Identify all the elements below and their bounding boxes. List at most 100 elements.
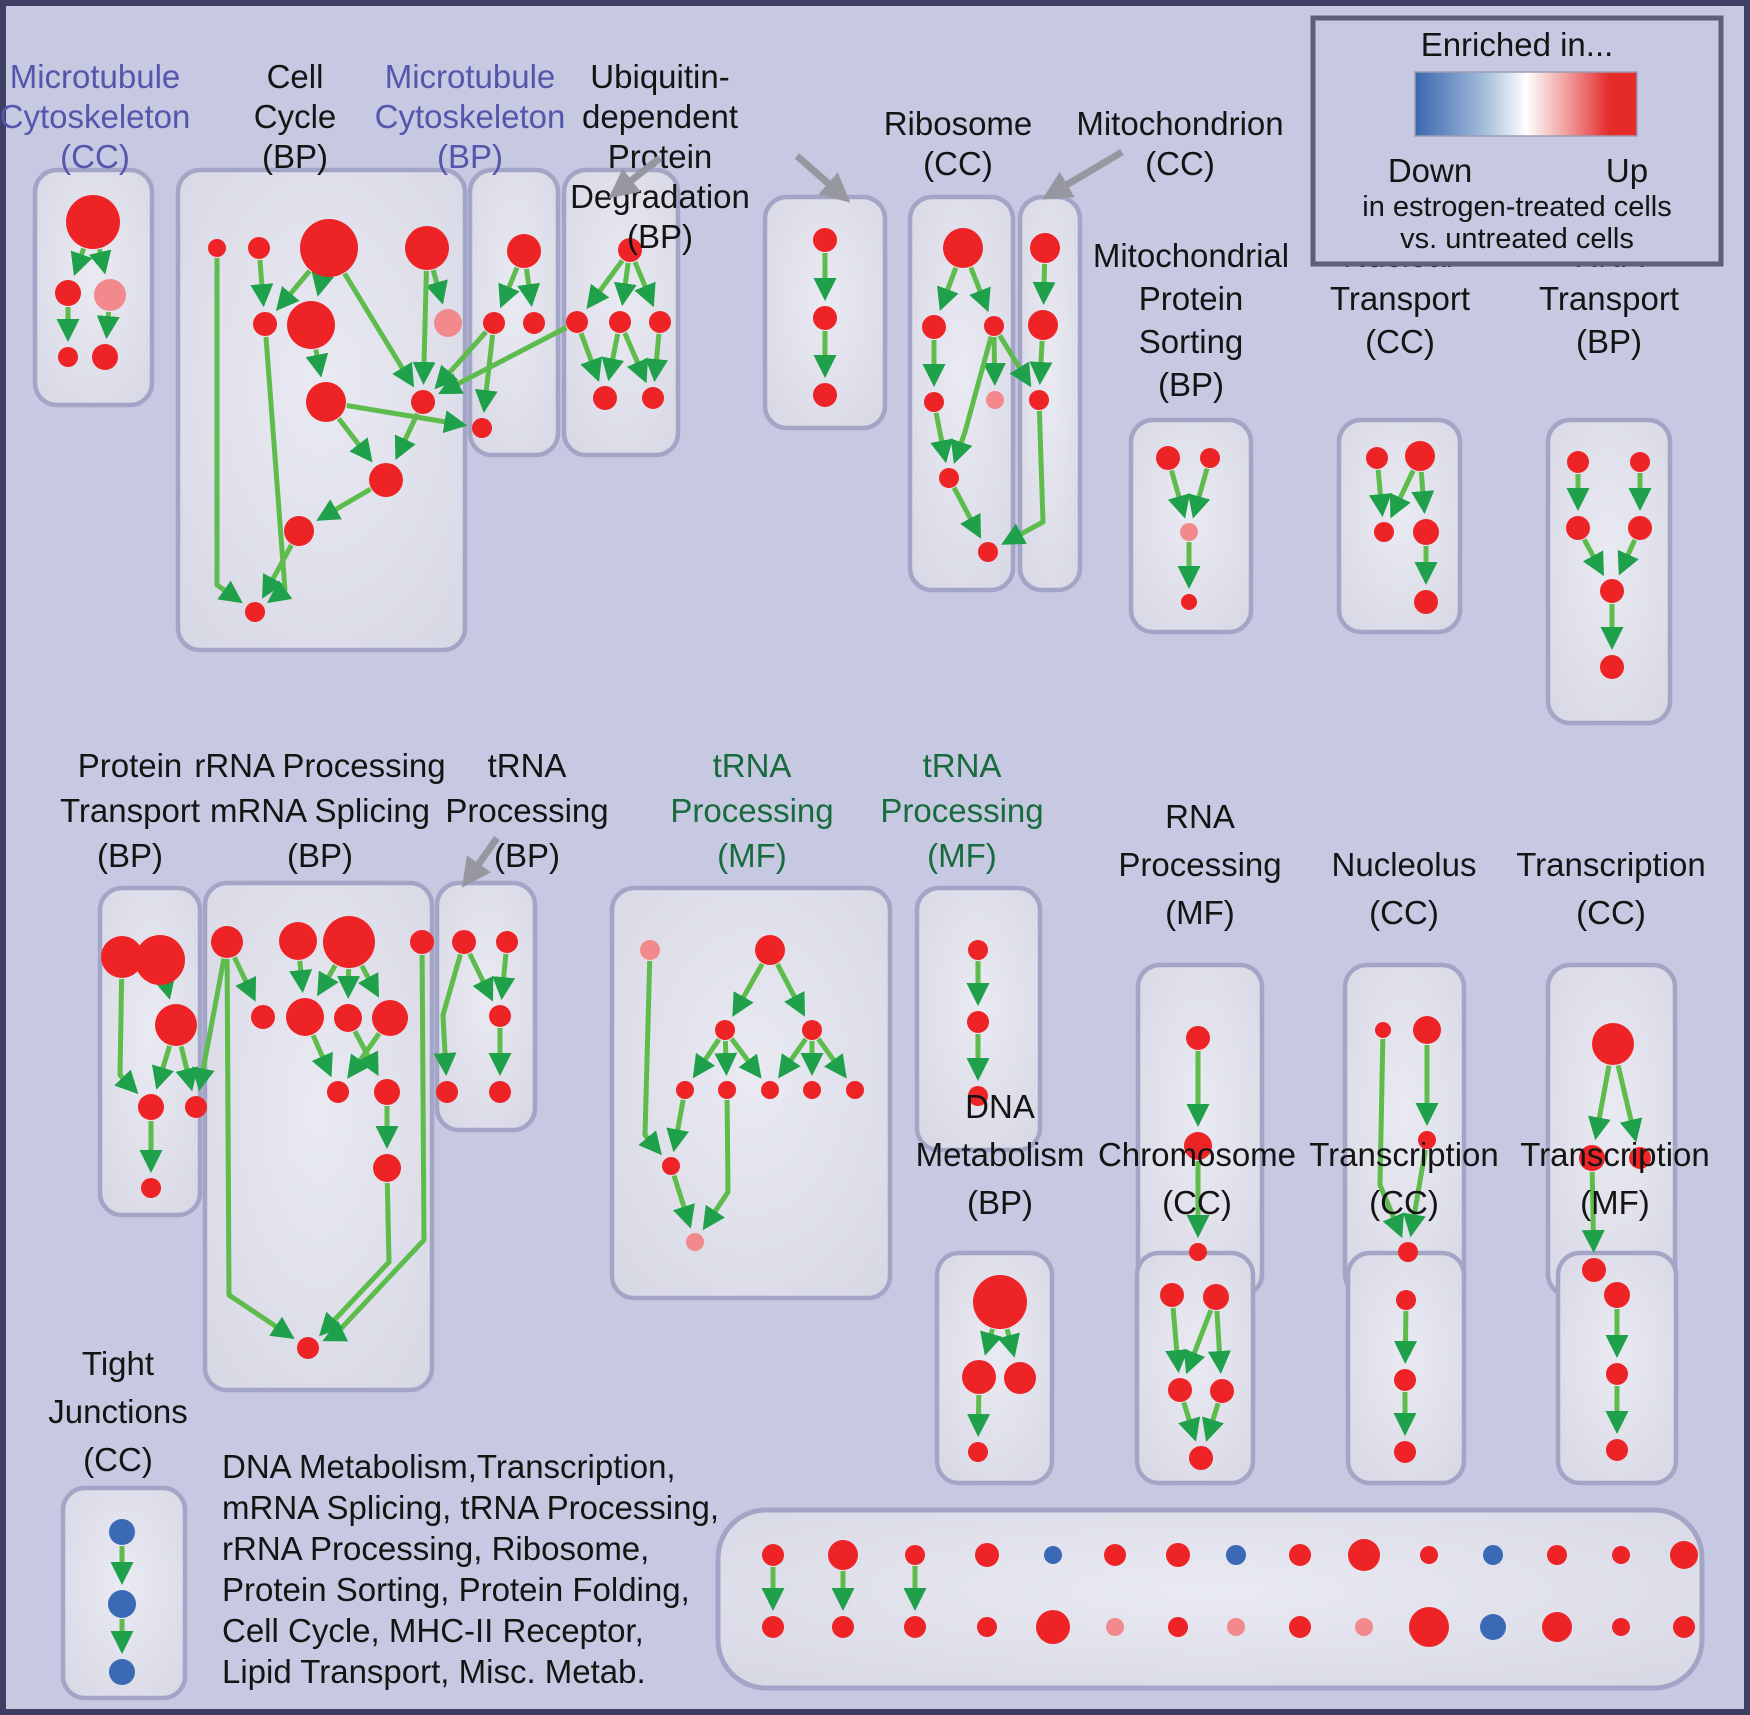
gene-node-rrna-R1 [211,926,243,958]
gene-node-trnabp-T1 [452,930,476,954]
edge-ribosome-6 [951,486,981,539]
gene-node-transcc3-n2 [1394,1369,1416,1391]
misc-grid-node-bottom-8 [1289,1616,1311,1638]
gene-node-trnamf_big-T [755,935,785,965]
gene-node-chromosome-tr [1203,1284,1229,1310]
gene-node-trnabp-M [489,1005,511,1027]
misc-grid-node-top-1 [828,1540,858,1570]
cluster-label-rnaproc-line1: Processing [1118,846,1281,883]
gene-node-transmf-n1 [1604,1282,1630,1308]
cluster-label-rnatr-line1: Transport [1539,280,1679,317]
gene-node-ub2-n3 [813,383,837,407]
edge-cross-1 [434,330,488,390]
label-pointer-arrow-1 [794,153,851,203]
misc-grid-node-bottom-1 [832,1616,854,1638]
gene-node-cell_cycle-pk [434,309,462,337]
gene-node-rrna-R2 [279,922,317,960]
cluster-label-protr-line2: (BP) [97,837,163,874]
gene-node-tightj-n3 [109,1659,135,1685]
cluster-label-mito-line0: Mitochondrion [1076,105,1283,142]
gene-node-cell_cycle-m1 [253,312,277,336]
gene-node-rrna-Rm4 [372,1000,408,1036]
gene-node-ub-m2 [609,311,631,333]
cluster-label-trnabp-line0: tRNA [488,747,567,784]
misc-grid-node-top-9 [1348,1539,1380,1571]
edge-chromosome-2 [1207,1310,1231,1374]
gene-node-mitosort-b [1200,448,1220,468]
gene-node-dnamet-ml [962,1360,996,1394]
misc-grid-node-bottom-7 [1227,1618,1245,1636]
legend-subtitle-2: vs. untreated cells [1400,223,1634,255]
gene-node-trnamf_big-P [640,940,660,960]
gene-node-nucleolus-tl [1375,1022,1391,1038]
gene-node-mito-M [1028,310,1058,340]
edge-trnabp-1 [492,953,516,1001]
gene-node-rnatr-b [1600,655,1624,679]
cluster-label-mitosort-line1: Protein [1139,280,1244,317]
cluster-label-dnamet-line1: Metabolism [916,1136,1085,1173]
gene-node-cell_cycle-t3 [300,219,358,277]
edge-trnamf_big-4 [729,1037,762,1079]
gene-node-rnatr-tr [1630,452,1650,472]
gene-node-tightj-n1 [109,1519,135,1545]
gene-node-mitosort-c [1181,594,1197,610]
misc-grid-node-bottom-10 [1409,1607,1449,1647]
gene-node-nucleolus-tr [1413,1016,1441,1044]
gene-node-trnamf_big-LM [662,1157,680,1175]
gene-node-trnamf_small-n1 [968,940,988,960]
gene-node-protr-M [155,1004,197,1046]
layer-labels: MicrotubuleCytoskeleton(CC)CellCycle(BP)… [0,58,1710,1478]
gene-node-ribosome-T [943,228,983,268]
gene-node-rrna-Rd [373,1154,401,1182]
gene-node-transmf-n3 [1606,1439,1628,1461]
layer-nodes [55,195,1652,1685]
edge-chromosome-3 [1178,1401,1201,1442]
edge-trnabp-0 [467,952,494,1002]
gene-node-rnaproc-n2 [1184,1132,1212,1160]
gene-node-trnabp-T2 [496,931,518,953]
cluster-label-cell_cycle-line1: Cycle [254,98,337,135]
gene-node-ribosome-ml [922,315,946,339]
cluster-label-ribosome-line0: Ribosome [884,105,1033,142]
edge-trnamf_big-0 [732,962,765,1017]
misc-clusters-text-line5: Lipid Transport, Misc. Metab. [222,1653,646,1690]
gene-node-rnatr-c [1600,579,1624,603]
misc-grid-node-top-11 [1483,1545,1503,1565]
gene-node-ub2-n1 [813,228,837,252]
gene-node-rnatr-mr [1628,516,1652,540]
gene-node-chromosome-b [1189,1446,1213,1470]
gene-node-cell_cycle-t1 [208,239,226,257]
gene-node-mt_bp-M1 [483,312,505,334]
misc-grid-box [715,1507,1705,1691]
legend-up-label: Up [1606,152,1648,189]
cluster-label-mitosort-line3: (BP) [1158,366,1224,403]
gene-node-cell_cycle-q1 [284,516,314,546]
cluster-box-rrna [202,880,435,1393]
gene-node-ub-m1 [566,311,588,333]
misc-grid-node-top-13 [1612,1546,1630,1564]
edge-cell_cycle-4 [342,272,415,388]
gene-node-nucleolus-b [1398,1242,1418,1262]
edge-rrna-7 [352,1030,379,1077]
misc-clusters-text-line1: mRNA Splicing, tRNA Processing, [222,1489,719,1526]
edge-mt_cc-1 [88,248,112,275]
gene-node-nucltr-ml [1374,522,1394,542]
misc-grid-node-top-10 [1420,1546,1438,1564]
cluster-label-rrna-line0: rRNA Processing [194,747,445,784]
gene-node-ub-m3 [649,311,671,333]
edge-rrna-4 [358,964,380,998]
gene-node-trnamf_big-ML [715,1020,735,1040]
misc-grid-node-top-14 [1670,1541,1698,1569]
misc-grid-node-bottom-4 [1036,1610,1070,1644]
gene-node-ub-l2 [642,387,664,409]
gene-node-trnamf_small-n2 [967,1011,989,1033]
gene-node-mt_bp-M2 [523,312,545,334]
cluster-label-mitosort-line2: Sorting [1139,323,1244,360]
edge-mitosort-1 [1188,467,1211,519]
legend-title: Enriched in... [1421,26,1614,63]
edge-chromosome-4 [1201,1402,1224,1442]
cluster-label-trnamf_small-line2: (MF) [927,837,997,874]
